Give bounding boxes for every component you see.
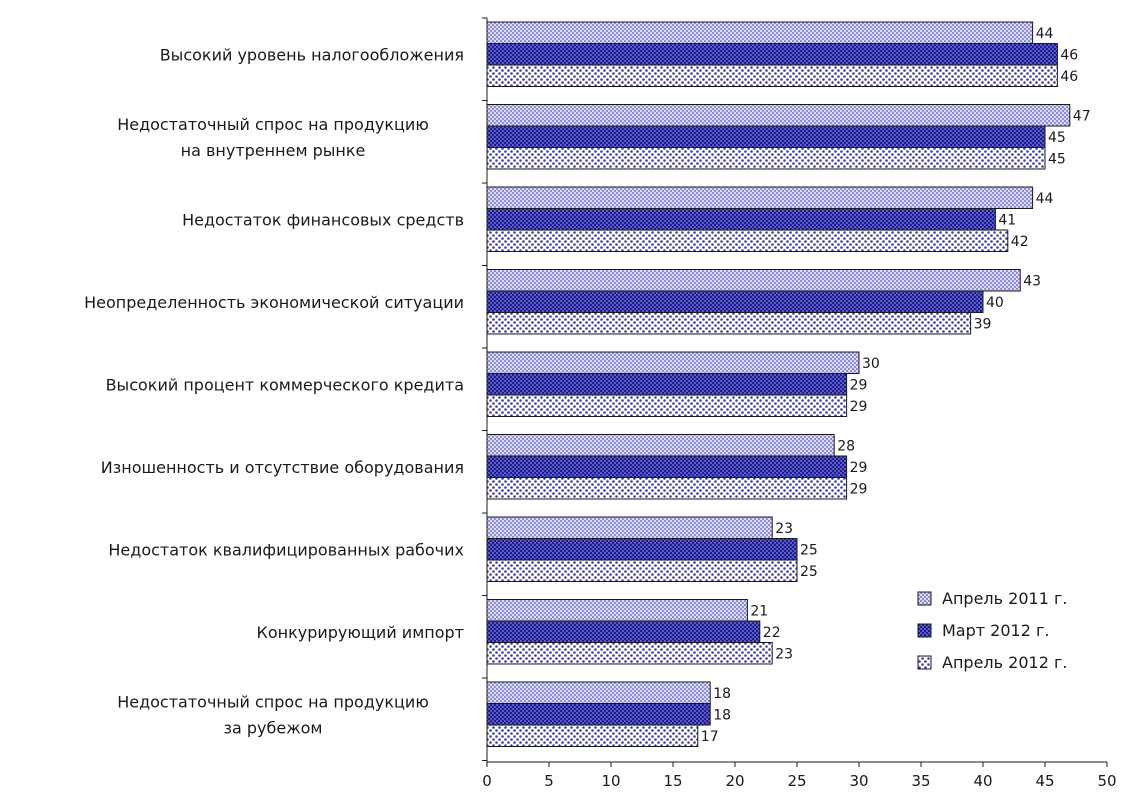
bar: [486, 477, 848, 500]
bar: [486, 394, 848, 417]
category-label: Высокий уровень налогообложения: [160, 45, 464, 64]
bar: [486, 703, 711, 726]
category-label: Недостаток финансовых средств: [182, 210, 464, 229]
bar: [486, 290, 984, 313]
legend-entry: Апрель 2012 г.: [942, 653, 1067, 672]
category-label: Изношенность и отсутствие оборудования: [101, 458, 464, 477]
bar: [486, 229, 1009, 252]
data-label: 46: [1060, 47, 1078, 63]
data-label: 41: [998, 212, 1016, 228]
bar: [486, 599, 748, 622]
bar: [486, 538, 798, 561]
x-tick-label: 50: [1097, 772, 1116, 790]
data-label: 21: [750, 603, 768, 619]
bar: [486, 21, 1034, 44]
category-label: за рубежом: [223, 718, 322, 737]
data-label: 29: [850, 399, 868, 415]
legend-swatch: [917, 655, 932, 670]
category-label: на внутреннем рынке: [181, 141, 366, 160]
data-label: 47: [1073, 108, 1091, 124]
x-tick-label: 0: [482, 772, 492, 790]
x-tick-label: 30: [849, 772, 868, 790]
x-tick-label: 40: [973, 772, 992, 790]
category-label: Неопределенность экономической ситуации: [84, 293, 464, 312]
bar: [486, 43, 1058, 66]
data-label: 29: [850, 377, 868, 393]
bar: [486, 681, 711, 704]
legend-entry: Апрель 2011 г.: [942, 589, 1067, 608]
data-label: 45: [1048, 151, 1066, 167]
x-tick-label: 45: [1035, 772, 1054, 790]
category-label: Недостаток квалифицированных рабочих: [108, 540, 464, 559]
data-label: 30: [862, 356, 880, 372]
category-label: Недостаточный спрос на продукцию: [117, 115, 429, 134]
data-label: 45: [1048, 130, 1066, 146]
bar: [486, 312, 972, 335]
data-label: 40: [986, 295, 1004, 311]
bar: [486, 64, 1058, 87]
bar: [486, 724, 699, 747]
category-label: Высокий процент коммерческого кредита: [106, 375, 464, 394]
data-label: 17: [701, 729, 719, 745]
bar: [486, 208, 996, 231]
bar: [486, 455, 848, 478]
bar: [486, 642, 773, 665]
x-tick-label: 25: [787, 772, 806, 790]
bar: [486, 351, 860, 374]
bar: [486, 147, 1046, 170]
x-tick-label: 35: [911, 772, 930, 790]
data-label: 22: [763, 625, 781, 641]
bar: [486, 104, 1071, 127]
category-label: Недостаточный спрос на продукцию: [117, 692, 429, 711]
data-label: 44: [1036, 26, 1054, 42]
data-label: 43: [1023, 273, 1041, 289]
labels: 44 46 46 Высокий уровень налогообложения 47 4…: [84, 26, 1091, 745]
bar: [486, 269, 1021, 292]
data-label: 39: [974, 316, 992, 332]
bar: [486, 559, 798, 582]
x-tick-label: 10: [601, 772, 620, 790]
data-label: 25: [800, 564, 818, 580]
bar: [486, 516, 773, 539]
legend-swatch: [917, 591, 932, 606]
data-label: 29: [850, 460, 868, 476]
data-label: 18: [713, 707, 731, 723]
data-label: 44: [1036, 191, 1054, 207]
data-label: 46: [1060, 69, 1078, 85]
x-tick-label: 15: [663, 772, 682, 790]
x-tick-label: 20: [725, 772, 744, 790]
data-label: 23: [775, 521, 793, 537]
bar: [486, 373, 848, 396]
data-label: 28: [837, 438, 855, 454]
data-label: 42: [1011, 234, 1029, 250]
bar: [486, 434, 835, 457]
data-label: 18: [713, 686, 731, 702]
category-label: Конкурирующий импорт: [256, 623, 464, 642]
legend: Апрель 2011 г. Март 2012 г. Апрель 2012 г.: [917, 589, 1067, 672]
bar: [486, 186, 1034, 209]
data-label: 29: [850, 481, 868, 497]
axes: 0 5 10 15 20 25 30 35 40 45 50: [482, 17, 1117, 790]
data-label: 23: [775, 646, 793, 662]
bar: [486, 620, 761, 643]
legend-swatch: [917, 623, 932, 638]
bar: [486, 125, 1046, 148]
data-label: 25: [800, 542, 818, 558]
legend-entry: Март 2012 г.: [942, 621, 1049, 640]
x-tick-label: 5: [544, 772, 554, 790]
